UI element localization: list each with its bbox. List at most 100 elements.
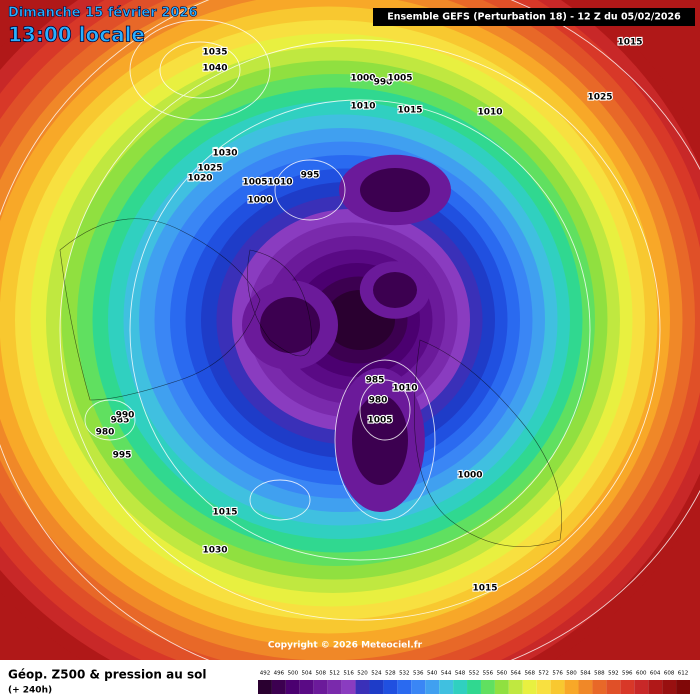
colorbar-label: 512 [329, 671, 340, 677]
pressure-label: 1015 [212, 508, 237, 518]
colorbar-label: 496 [274, 671, 285, 677]
colorbar-label: 560 [497, 671, 508, 677]
pressure-label: 1015 [617, 38, 642, 48]
colorbar-swatch [411, 680, 426, 694]
colorbar-swatch [634, 680, 649, 694]
pressure-label: 980 [369, 396, 388, 406]
colorbar-label: 572 [538, 671, 549, 677]
pressure-label: 1000 [247, 196, 272, 206]
colorbar-label: 500 [288, 671, 299, 677]
colorbar-label: 548 [455, 671, 466, 677]
colorbar-label: 612 [678, 671, 689, 677]
colorbar-swatch [592, 680, 607, 694]
colorbar-label: 536 [413, 671, 424, 677]
colorbar-label: 544 [441, 671, 452, 677]
colorbar-label: 540 [427, 671, 438, 677]
footer-title: Géop. Z500 & pression au sol [8, 668, 206, 682]
footer-lead: (+ 240h) [8, 686, 52, 696]
colorbar-swatch [425, 680, 440, 694]
colorbar-label: 532 [399, 671, 410, 677]
pressure-label: 1005 [242, 178, 267, 188]
pressure-label: 1010 [392, 384, 417, 394]
colorbar-swatch [299, 680, 314, 694]
pressure-label: 1010 [477, 108, 502, 118]
coastlines [59, 218, 562, 547]
colorbar-swatch [383, 680, 398, 694]
pressure-label: 985 [111, 416, 130, 426]
colorbar-label: 588 [594, 671, 605, 677]
colorbar-label: 604 [650, 671, 661, 677]
low-core [373, 272, 417, 308]
colorbar-swatch [453, 680, 468, 694]
pressure-label: 1025 [197, 164, 222, 174]
pressure-label: 1030 [202, 546, 227, 556]
colorbar-label: 492 [260, 671, 271, 677]
colorbar-label: 584 [580, 671, 591, 677]
colorbar-swatch [341, 680, 356, 694]
colorbar-swatch [508, 680, 523, 694]
low-core [260, 297, 320, 353]
pressure-label: 990 [116, 411, 135, 421]
colorbar-swatch [676, 680, 690, 694]
colorbar-label: 580 [566, 671, 577, 677]
colorbar-swatch [564, 680, 579, 694]
colorbar-label: 524 [371, 671, 382, 677]
colorbar-label: 552 [469, 671, 480, 677]
colorbar-label: 516 [343, 671, 354, 677]
low-core [352, 395, 408, 485]
colorbar-label: 504 [302, 671, 313, 677]
colorbar-swatch [467, 680, 481, 694]
colorbar-label: 520 [357, 671, 368, 677]
pressure-label: 1010 [350, 102, 375, 112]
run-box [373, 8, 695, 26]
colorbar: 492 496 500 504 508 512 516 520 524 528 532 536 540 5… [258, 671, 690, 694]
colorbar-swatch [494, 680, 509, 694]
colorbar-label: 608 [664, 671, 675, 677]
pressure-label: 990 [374, 78, 393, 88]
colorbar-swatch [285, 680, 300, 694]
colorbar-label: 528 [385, 671, 396, 677]
pressure-label: 980 [96, 428, 115, 438]
colorbar-label: 576 [552, 671, 563, 677]
pressure-label: 1035 [202, 48, 227, 58]
colorbar-swatch [271, 680, 286, 694]
colorbar-swatch [355, 680, 370, 694]
colorbar-label: 564 [511, 671, 522, 677]
run-info: Ensemble GEFS (Perturbation 18) - 12 Z d… [387, 12, 681, 23]
pressure-label: 1030 [212, 149, 237, 159]
colorbar-swatch [536, 680, 551, 694]
colorbar-label: 508 [315, 671, 326, 677]
pressure-label: 1015 [397, 106, 422, 116]
pressure-label: 1020 [187, 174, 212, 184]
colorbar-swatch [606, 680, 621, 694]
time-title: 13:00 locale [8, 23, 145, 47]
colorbar-swatch [439, 680, 454, 694]
colorbar-swatch [620, 680, 635, 694]
colorbar-swatch [522, 680, 537, 694]
colorbar-label: 568 [524, 671, 535, 677]
colorbar-label: 592 [608, 671, 619, 677]
pressure-label: 995 [301, 171, 320, 181]
pressure-label: 1005 [367, 416, 392, 426]
pressure-label: 1000 [350, 74, 375, 84]
colorbar-swatch [397, 680, 412, 694]
pressure-label: 995 [113, 451, 132, 461]
pressure-label: 1020 [212, 148, 237, 158]
pressure-label: 1025 [587, 93, 612, 103]
colorbar-swatch [578, 680, 593, 694]
colorbar-swatch [369, 680, 384, 694]
pressure-label: 1015 [472, 584, 497, 594]
pressure-label: 1000 [457, 471, 482, 481]
low-core [360, 168, 430, 212]
colorbar-swatch [662, 680, 677, 694]
pressure-label: 1005 [387, 74, 412, 84]
pressure-label: 1040 [202, 64, 227, 74]
colorbar-label: 596 [622, 671, 633, 677]
colorbar-swatch [258, 680, 272, 694]
colorbar-swatch [550, 680, 565, 694]
